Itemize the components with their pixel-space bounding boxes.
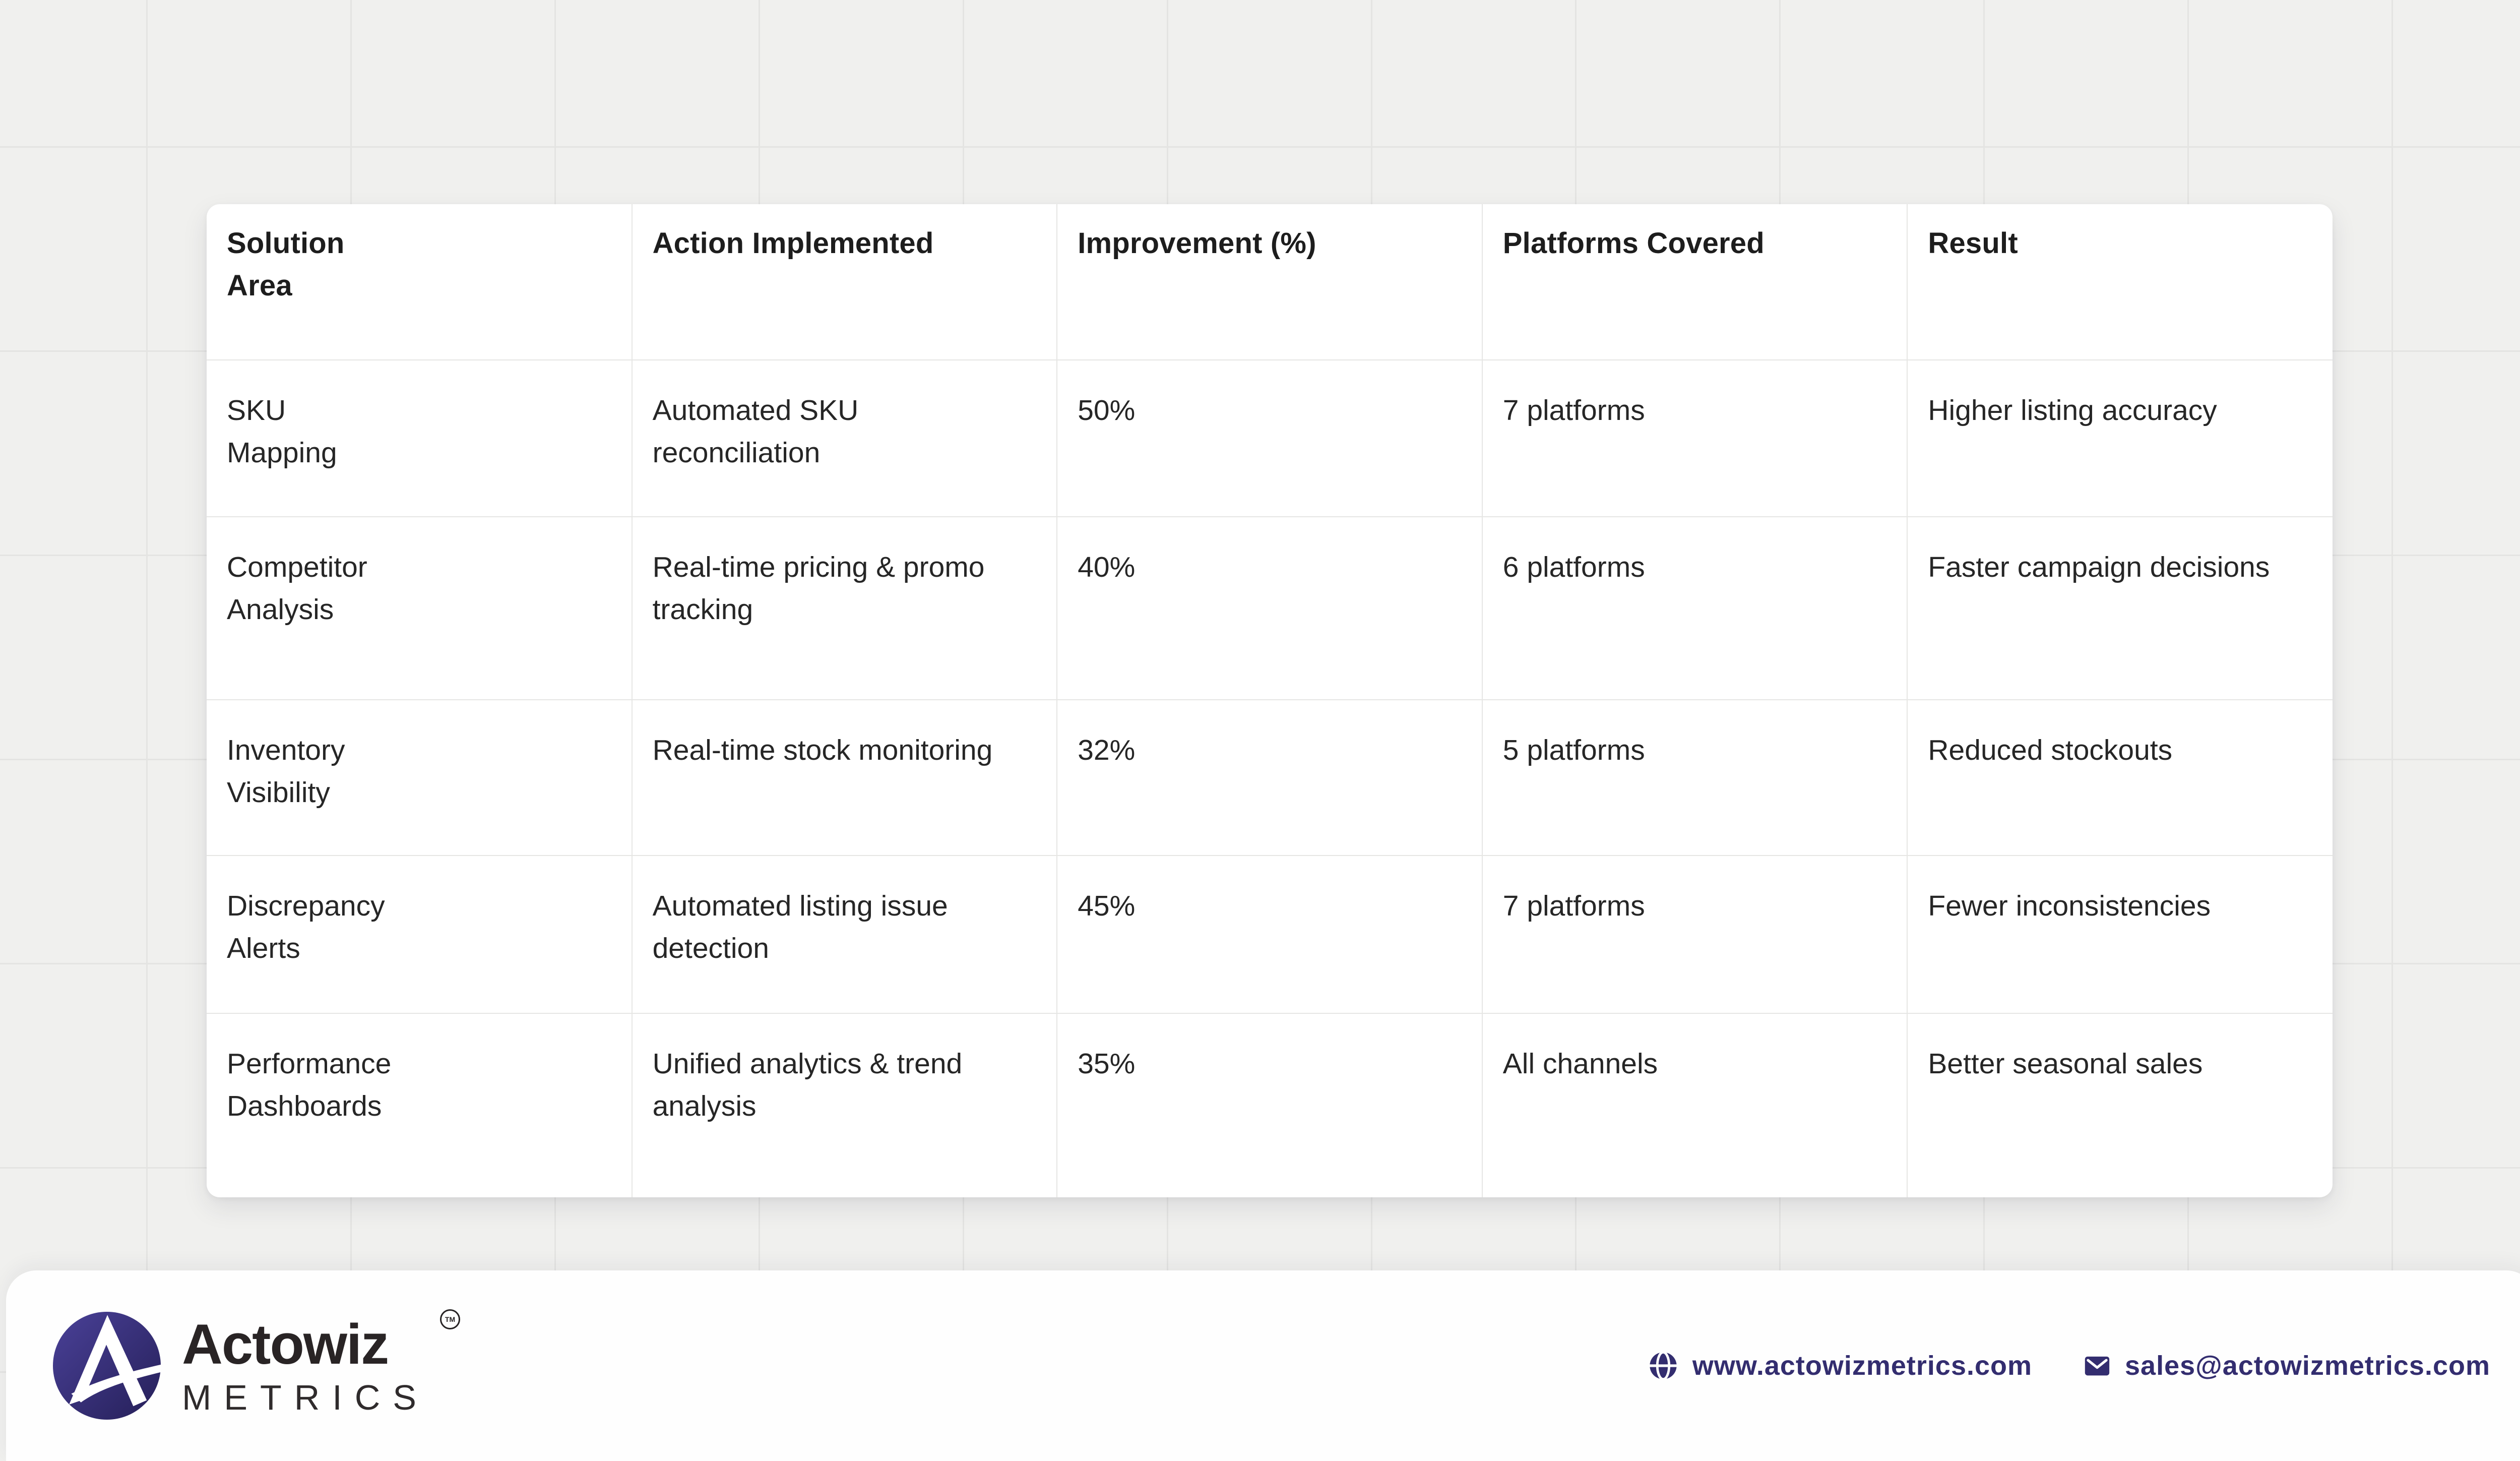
- trademark-badge: TM: [440, 1309, 460, 1329]
- email-item: sales@actowizmetrics.com: [2083, 1350, 2490, 1381]
- table-cell: SKU Mapping: [227, 394, 337, 469]
- footer-bar: Actowiz TM METRICS www.actowizmetrics.co…: [6, 1270, 2520, 1461]
- table-cell: Performance Dashboards: [227, 1048, 392, 1122]
- results-table-card: Solution Area Action Implemented Improveme…: [207, 204, 2333, 1197]
- table-cell: Better seasonal sales: [1907, 1013, 2333, 1197]
- table-cell: Reduced stockouts: [1907, 700, 2333, 856]
- table-cell: All channels: [1481, 1013, 1908, 1197]
- table-cell: Real-time pricing & promo tracking: [631, 517, 1057, 700]
- table-cell: Discrepancy Alerts: [227, 890, 385, 964]
- table-cell: 35%: [1056, 1013, 1482, 1197]
- table-row: SKU Mapping Automated SKU reconciliation 5…: [207, 360, 2333, 517]
- column-header: Improvement (%): [1056, 204, 1482, 360]
- table-cell: 50%: [1056, 360, 1482, 517]
- website-link[interactable]: www.actowizmetrics.com: [1692, 1351, 2033, 1381]
- table-cell: 7 platforms: [1481, 360, 1908, 517]
- table-cell: Fewer inconsistencies: [1907, 856, 2333, 1013]
- globe-icon: [1649, 1351, 1677, 1381]
- column-header: Result: [1907, 204, 2333, 360]
- table-header: Solution Area Action Implemented Improveme…: [207, 204, 2333, 360]
- brand-wordmark: Actowiz TM METRICS: [182, 1309, 460, 1417]
- table-body: SKU Mapping Automated SKU reconciliation 5…: [207, 360, 2333, 1197]
- email-icon: [2085, 1356, 2110, 1376]
- table-row: Inventory Visibility Real-time stock moni…: [207, 700, 2333, 856]
- table-cell: Higher listing accuracy: [1907, 360, 2333, 517]
- table-row: Performance Dashboards Unified analytics …: [207, 1013, 2333, 1197]
- table-cell: Automated SKU reconciliation: [631, 360, 1057, 517]
- column-header: Solution Area: [227, 227, 345, 302]
- website-item: www.actowizmetrics.com: [1647, 1350, 2032, 1382]
- actowiz-logo-icon: [53, 1312, 161, 1420]
- table-cell: Faster campaign decisions: [1907, 517, 2333, 700]
- table-cell: Unified analytics & trend analysis: [631, 1013, 1057, 1197]
- column-header: Action Implemented: [631, 204, 1057, 360]
- table-cell: Automated listing issue detection: [631, 856, 1057, 1013]
- table-row: Discrepancy Alerts Automated listing issu…: [207, 856, 2333, 1013]
- column-header: Platforms Covered: [1481, 204, 1908, 360]
- table-cell: 5 platforms: [1481, 700, 1908, 856]
- table-cell: 6 platforms: [1481, 517, 1908, 700]
- email-link[interactable]: sales@actowizmetrics.com: [2125, 1351, 2490, 1381]
- table-cell: 7 platforms: [1481, 856, 1908, 1013]
- table-cell: Inventory Visibility: [227, 734, 345, 809]
- brand-tagline: METRICS: [182, 1378, 429, 1417]
- table-cell: Real-time stock monitoring: [631, 700, 1057, 856]
- table-cell: 45%: [1056, 856, 1482, 1013]
- contact-block: www.actowizmetrics.com sales@actowizmetr…: [1647, 1350, 2490, 1382]
- table-cell: 32%: [1056, 700, 1482, 856]
- brand-name: Actowiz: [182, 1313, 389, 1376]
- results-table: Solution Area Action Implemented Improveme…: [207, 204, 2333, 1197]
- brand-block: Actowiz TM METRICS: [53, 1309, 460, 1420]
- table-row: Competitor Analysis Real-time pricing & p…: [207, 517, 2333, 700]
- table-cell: Competitor Analysis: [227, 551, 367, 626]
- table-cell: 40%: [1056, 517, 1482, 700]
- table-header-row: Solution Area Action Implemented Improveme…: [207, 204, 2333, 360]
